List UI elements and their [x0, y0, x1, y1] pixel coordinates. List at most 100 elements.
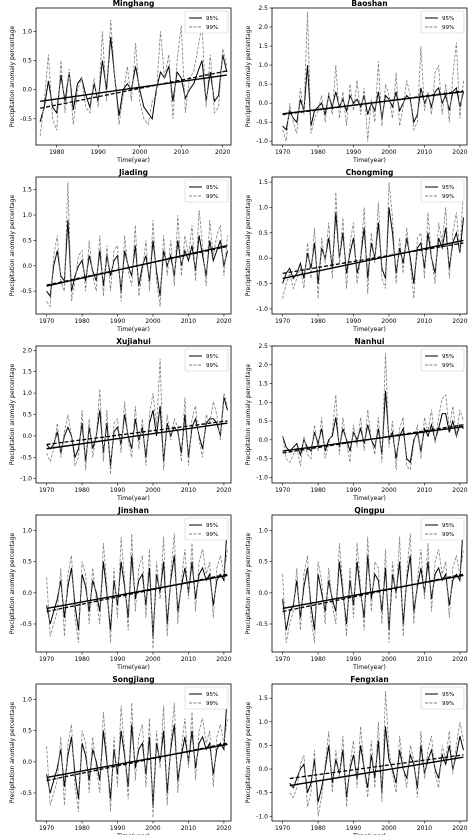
- y-axis-label: Precipitation anomaly percentage: [9, 195, 16, 297]
- y-tick-label: 0.0: [258, 437, 268, 444]
- y-tick-label: -0.5: [256, 790, 268, 797]
- y-tick-label: 1.5: [22, 369, 32, 376]
- x-tick-label: 2000: [381, 825, 396, 832]
- y-tick-label: -1.0: [256, 306, 268, 313]
- y-tick-label: -0.5: [256, 456, 268, 463]
- y-tick-label: 0.0: [22, 759, 32, 766]
- x-tick-label: 1980: [310, 149, 325, 156]
- panel-title: Nanhui: [355, 337, 385, 346]
- x-axis-label: Time(year): [352, 664, 386, 671]
- y-axis-label: Precipitation anomaly percentage: [245, 26, 252, 128]
- x-tick-label: 1970: [275, 149, 290, 156]
- legend-label: 95%: [442, 692, 454, 698]
- y-tick-label: 1.0: [22, 528, 32, 535]
- panel-title: Jinshan: [117, 506, 149, 515]
- trend-line-99: [282, 90, 464, 116]
- series-line-95: [282, 207, 464, 284]
- series-line-99: [282, 182, 464, 299]
- x-tick-label: 2020: [215, 149, 230, 156]
- y-axis-label: Precipitation anomaly percentage: [245, 195, 252, 297]
- y-tick-label: 0.0: [22, 590, 32, 597]
- x-axis-label: Time(year): [352, 833, 386, 835]
- legend-label: 95%: [206, 16, 218, 22]
- legend-box: [184, 686, 229, 710]
- x-tick-label: 2010: [181, 825, 196, 832]
- trend-line-99: [46, 420, 228, 446]
- y-axis-label: Precipitation anomaly percentage: [9, 26, 16, 128]
- legend-label: 95%: [442, 354, 454, 360]
- x-tick-label: 1970: [39, 487, 54, 494]
- x-tick-label: 2020: [452, 149, 467, 156]
- trend-line-99: [46, 573, 228, 613]
- legend-label: 99%: [206, 701, 218, 707]
- series-line-99: [46, 702, 228, 818]
- x-tick-label: 1990: [110, 318, 125, 325]
- x-tick-label: 2020: [452, 318, 467, 325]
- series-line-99: [46, 358, 228, 475]
- series-line-95: [282, 65, 464, 131]
- legend-box: [420, 686, 465, 710]
- panel-songjiang: Songjiang 1970 1980 1990 2000 2010 2020 -0.5 0.0…: [9, 675, 232, 835]
- y-tick-label: 0.5: [258, 742, 268, 749]
- panel-title: Baoshan: [351, 0, 387, 8]
- series-line-99: [282, 533, 464, 643]
- x-tick-label: 2000: [381, 487, 396, 494]
- legend-box: [420, 517, 465, 541]
- series-line-95: [39, 37, 228, 122]
- trend-line-99: [282, 424, 464, 454]
- legend-label: 95%: [442, 523, 454, 529]
- x-tick-label: 1980: [310, 825, 325, 832]
- x-tick-label: 1970: [275, 318, 290, 325]
- x-tick-label: 2010: [417, 149, 432, 156]
- y-tick-label: -0.5: [20, 790, 32, 797]
- legend-label: 99%: [442, 363, 454, 369]
- x-tick-label: 2010: [181, 318, 196, 325]
- x-tick-label: 2010: [181, 487, 196, 494]
- x-tick-label: 1970: [275, 487, 290, 494]
- legend-label: 99%: [442, 532, 454, 538]
- x-tick-label: 1990: [91, 149, 106, 156]
- legend-box: [184, 179, 229, 203]
- x-tick-label: 1990: [110, 487, 125, 494]
- x-tick-label: 2020: [216, 318, 231, 325]
- y-tick-label: 1.5: [258, 381, 268, 388]
- y-axis-label: Precipitation anomaly percentage: [245, 702, 252, 804]
- y-tick-label: -1.0: [256, 474, 268, 481]
- legend-label: 95%: [206, 185, 218, 191]
- y-tick-label: 1.0: [258, 528, 268, 535]
- y-axis-label: Precipitation anomaly percentage: [9, 702, 16, 804]
- y-tick-label: -0.5: [256, 621, 268, 628]
- trend-line-99: [46, 742, 228, 782]
- panel-title: Minghang: [113, 0, 155, 8]
- y-tick-label: 1.0: [22, 28, 32, 35]
- y-tick-label: 0.5: [258, 230, 268, 237]
- x-axis-label: Time(year): [116, 833, 150, 835]
- x-tick-label: 1990: [346, 825, 361, 832]
- x-tick-label: 2010: [417, 656, 432, 663]
- x-tick-label: 2000: [145, 825, 160, 832]
- x-tick-label: 1980: [310, 656, 325, 663]
- series-line-99: [282, 353, 464, 471]
- panel-title: Xujiahui: [116, 337, 151, 346]
- y-tick-label: -0.5: [20, 116, 32, 123]
- trend-line-99: [282, 242, 464, 275]
- y-tick-label: 1.5: [258, 179, 268, 186]
- x-tick-label: 2000: [145, 487, 160, 494]
- panel-title: Jiading: [118, 168, 148, 177]
- legend-label: 99%: [442, 701, 454, 707]
- trend-line-95: [289, 756, 464, 787]
- y-tick-label: 1.0: [258, 399, 268, 406]
- trend-line-99: [40, 70, 227, 109]
- x-tick-label: 1990: [346, 149, 361, 156]
- x-tick-label: 2010: [181, 656, 196, 663]
- y-tick-label: 0.5: [22, 728, 32, 735]
- x-tick-label: 2000: [381, 318, 396, 325]
- y-tick-label: 0.0: [258, 100, 268, 107]
- trend-line-99: [289, 754, 464, 780]
- y-tick-label: 0.5: [258, 559, 268, 566]
- x-tick-label: 2000: [381, 149, 396, 156]
- y-tick-label: 0.5: [22, 559, 32, 566]
- x-tick-label: 2020: [216, 825, 231, 832]
- x-tick-label: 1970: [39, 825, 54, 832]
- legend-box: [184, 348, 229, 372]
